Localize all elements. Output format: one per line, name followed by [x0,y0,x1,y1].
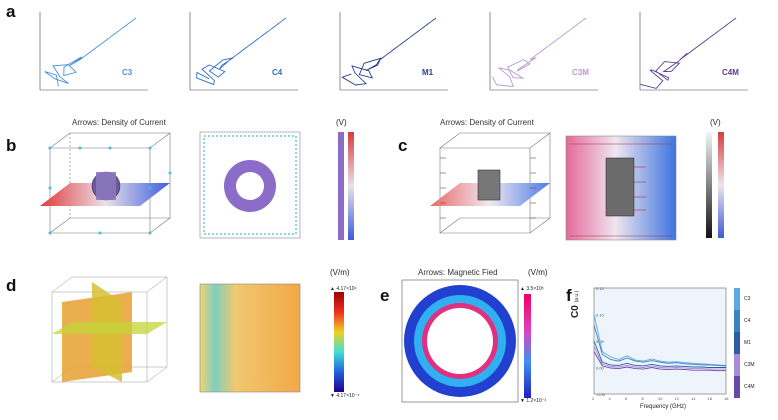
panel-a-plot-c4 [189,12,298,91]
panel-c-colorbar [706,132,724,238]
panel-f-ytick: 0.10 [596,313,605,318]
panel-d-3d-box [51,276,168,383]
panel-f-ylabel: C0 (a.u.) [570,291,581,318]
panel-d-2d-map [199,283,301,393]
panel-f-xtick: 6 [625,396,628,401]
panel-f-series-c3 [593,314,727,366]
panel-f-chart: -0.050.000.050.100.152 4 6 8 10 12 14 16 18 [592,286,729,401]
panel-b-3d-box [40,132,172,235]
panel-a-axes [339,12,448,91]
panel-f-xtick: 12 [675,396,680,401]
panel-a-curve-m1 [341,17,437,86]
panel-a-plot-c4m [639,12,748,91]
panel-a-plot-c3 [39,12,148,91]
panel-b-2d-map [199,131,301,239]
panel-f-ytick: 0.00 [596,366,605,371]
panel-b-colorbar [338,132,354,240]
panel-label-f: f [566,286,572,305]
panel-d-max: ▲ 4.17×10⁴ [330,286,357,292]
panel-a-axes [39,12,148,91]
panel-d-unit: (V/m) [330,268,350,277]
panel-f-series-c3m [593,346,726,370]
panel-a-label-c3m: C3M [572,68,589,77]
panel-e-colorbar [524,294,531,398]
panel-e-unit: (V/m) [528,268,548,277]
panel-f-xtick: 8 [642,396,645,401]
panel-a-label-c4m: C4M [722,68,739,77]
panel-f-legend-label-c4: C4 [744,318,751,324]
panel-a-label-m1: M1 [422,68,434,77]
panel-f-ytick: 0.15 [596,286,605,291]
panel-f-xtick: 18 [724,396,729,401]
panel-f-legend-swatch-c3m [734,354,740,376]
panel-c-title: Arrows: Density of Current [440,118,534,127]
panel-a-plot-c3m [489,12,598,91]
panel-f-legend-label-c3m: C3M [744,362,755,368]
panel-label-e: e [380,286,390,305]
panel-f-xlabel: Frequency (GHz) [640,404,687,410]
panel-a-axes [489,12,598,91]
panel-b-unit: (V) [336,118,347,127]
panel-f-legend-label-c3: C3 [744,296,751,302]
panel-f-xtick: 2 [592,396,595,401]
panel-e-min: ▼ 1.2×10⁻³ [520,398,547,404]
panel-a-curve-c3m [492,17,587,87]
panel-a-axes [189,12,298,91]
panel-f-ylabel-unit: (a.u.) [574,290,580,303]
panel-d-min: ▼ 4.17×10⁻⁴ [330,393,360,399]
panel-label-b: b [6,136,17,155]
panel-a-curve-c4m [640,17,737,89]
panel-f-legend-label-m1: M1 [744,340,751,346]
panel-b-title: Arrows: Density of Current [72,118,166,127]
panel-f-ylabel-text: C0 [570,305,581,318]
panel-f-legend-swatch-c3 [734,288,740,310]
panel-a-label-c3: C3 [122,68,133,77]
panel-f-legend-label-c4m: C4M [744,384,755,390]
panel-a-plot-m1 [339,12,448,91]
panel-f-plot-area [593,287,727,395]
panel-a-curve-c3 [44,17,137,87]
panel-f-legend-swatch-c4m [734,376,740,398]
panel-e-title: Arrows: Magnetic Fied [418,268,498,277]
panel-f-series-c4m [593,351,726,372]
panel-a-curve-c4 [196,17,287,86]
panel-d-colorbar [334,292,344,392]
panel-f-legend-swatch-c4 [734,310,740,332]
panel-e-max: ▲ 3.5×10⁵ [520,286,544,292]
panel-f-legend-swatch-m1 [734,332,740,354]
panel-label-a: a [6,2,16,21]
panel-f-series-m1 [593,340,726,368]
panel-c-3d-box [430,132,551,234]
panel-f-xtick: 14 [691,396,696,401]
panel-f-ytick: -0.05 [596,392,606,397]
panel-label-d: d [6,276,17,295]
panel-f-series-c4 [593,324,727,367]
panel-f-xtick: 4 [609,396,612,401]
panel-label-c: c [398,136,408,155]
panel-a-axes [639,12,748,91]
panel-f-xtick: 16 [708,396,713,401]
panel-e-ring-map [401,279,519,403]
panel-f-xtick: 10 [658,396,663,401]
panel-c-2d-map [565,135,677,241]
panel-c-unit: (V) [710,118,721,127]
panel-a-label-c4: C4 [272,68,283,77]
